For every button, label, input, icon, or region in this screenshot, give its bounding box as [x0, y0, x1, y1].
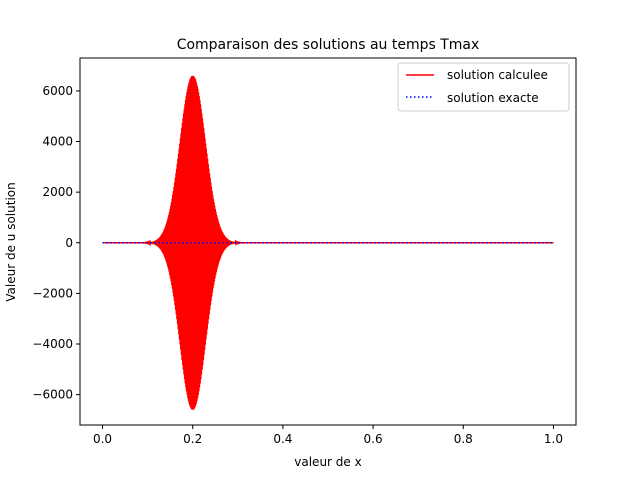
y-tick-label: −2000: [32, 286, 73, 300]
y-tick-label: −6000: [32, 388, 73, 402]
y-tick-label: −4000: [32, 337, 73, 351]
x-axis-label: valeur de x: [294, 455, 361, 469]
x-tick-label: 0.0: [93, 432, 112, 446]
x-tick-label: 0.8: [454, 432, 473, 446]
y-tick-label: 2000: [42, 185, 73, 199]
x-axis-ticks: 0.0 0.2 0.4 0.6 0.8 1.0: [93, 425, 563, 446]
y-axis-label: Valeur de u solution: [4, 182, 18, 301]
legend-entry-solution-calculee: solution calculee: [447, 68, 548, 82]
plot-frame: [79, 57, 577, 426]
x-tick-label: 1.0: [544, 432, 563, 446]
legend-entry-solution-exacte: solution exacte: [447, 91, 539, 105]
legend: solution calculee solution exacte: [397, 62, 570, 112]
y-tick-label: 0: [65, 236, 73, 250]
y-tick-label: 4000: [42, 135, 73, 149]
y-axis-ticks: −6000 −4000 −2000 0 2000 4000 6000: [32, 84, 80, 402]
series-layer: [102, 75, 554, 410]
y-tick-label: 6000: [42, 84, 73, 98]
x-tick-label: 0.2: [183, 432, 202, 446]
chart-title: Comparaison des solutions au temps Tmax: [177, 37, 480, 53]
legend-box: [397, 62, 570, 112]
x-tick-label: 0.6: [364, 432, 383, 446]
x-tick-label: 0.4: [273, 432, 292, 446]
